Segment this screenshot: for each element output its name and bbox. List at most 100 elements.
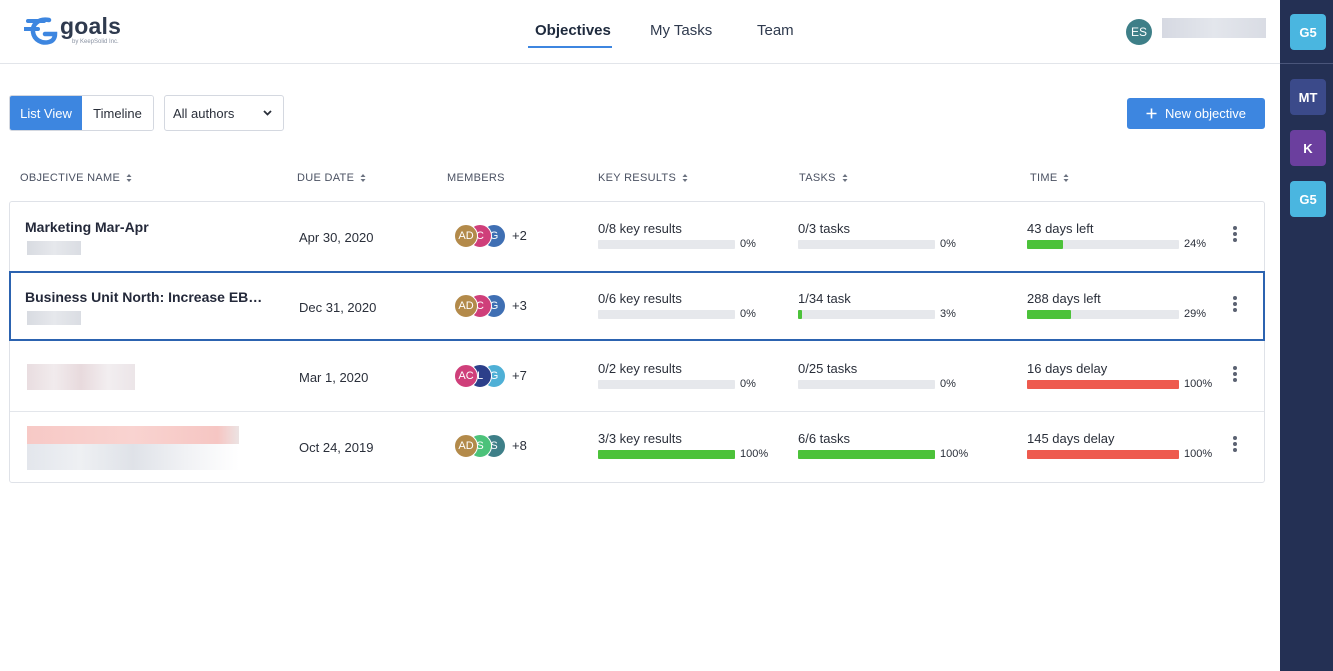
key-results-percent: 100% [740,448,769,460]
progress-track [598,450,735,459]
header-label: OBJECTIVE NAME [20,172,121,184]
workspace-k[interactable]: K [1290,130,1326,166]
member-avatar: AD [454,294,478,318]
header-due-date[interactable]: DUE DATE [297,172,366,184]
progress-track [1027,450,1179,459]
header-objective-name[interactable]: OBJECTIVE NAME [20,172,132,184]
workspace-mt[interactable]: MT [1290,79,1326,115]
more-options-icon[interactable] [1231,366,1239,386]
sort-icon [360,174,366,182]
timeline-button[interactable]: Timeline [82,96,153,130]
objective-meta-redacted [27,311,81,325]
user-avatar[interactable]: ES [1126,19,1152,45]
progress-track [598,380,735,389]
authors-filter-select[interactable]: All authors [164,95,284,131]
tasks-percent: 0% [940,238,956,250]
header-label: MEMBERS [447,172,505,184]
key-results-progress: 0/6 key results 0% [598,291,756,320]
table-row[interactable]: Oct 24, 2019 AD S S +8 3/3 key results 1… [10,412,1264,482]
time-percent: 29% [1184,308,1207,320]
progress-track [1027,240,1179,249]
progress-fill [1027,310,1072,319]
time-label: 288 days left [1027,291,1101,306]
header-time[interactable]: TIME [1030,172,1069,184]
header-members: MEMBERS [447,172,505,184]
tasks-percent: 100% [940,448,969,460]
progress-track [1027,310,1179,319]
workspace-g5[interactable]: G5 [1290,181,1326,217]
objective-name-redacted[interactable] [27,426,239,444]
key-results-percent: 0% [740,308,756,320]
members-more-count: +2 [512,228,527,243]
progress-fill [798,310,803,319]
app-logo[interactable]: goals by KeepSolid Inc. [24,13,134,50]
more-options-icon[interactable] [1231,296,1239,316]
key-results-percent: 0% [740,378,756,390]
progress-track [798,240,935,249]
header-key-results[interactable]: KEY RESULTS [598,172,688,184]
plus-icon [1146,108,1157,119]
workspace-g5-current[interactable]: G5 [1290,14,1326,50]
tab-my-tasks[interactable]: My Tasks [650,22,713,39]
time-label: 43 days left [1027,221,1094,236]
tab-team[interactable]: Team [757,22,794,39]
tasks-label: 0/3 tasks [798,221,851,236]
tasks-percent: 0% [940,378,956,390]
progress-track [598,240,735,249]
time-percent: 24% [1184,238,1207,250]
authors-filter-value: All authors [173,105,235,121]
tasks-label: 1/34 task [798,291,851,306]
more-options-icon[interactable] [1231,226,1239,246]
progress-track [1027,380,1179,389]
view-toggle: List View Timeline [9,95,154,131]
members-more-count: +8 [512,438,527,453]
tasks-percent: 3% [940,308,956,320]
workspace-sidebar: G5 MT K G5 [1280,0,1333,671]
progress-track [798,450,935,459]
member-avatars[interactable]: AD C G +3 [454,294,544,318]
header-label: KEY RESULTS [598,172,677,184]
member-avatars[interactable]: AD C G +2 [454,224,544,248]
new-objective-button[interactable]: New objective [1127,98,1265,129]
list-view-button[interactable]: List View [10,96,82,130]
tasks-label: 0/25 tasks [798,361,858,376]
new-objective-label: New objective [1165,106,1246,121]
active-tab-indicator [528,46,612,48]
key-results-label: 0/2 key results [598,361,682,376]
sort-icon [126,174,132,182]
header-label: DUE DATE [297,172,355,184]
due-date: Apr 30, 2020 [299,230,374,245]
sort-icon [842,174,848,182]
header-tasks[interactable]: TASKS [799,172,848,184]
member-avatars[interactable]: AC L G +7 [454,364,544,388]
objective-meta-redacted [27,241,81,255]
table-row-selected[interactable]: Business Unit North: Increase EBITDA Dec… [9,271,1265,341]
member-avatar: AC [454,364,478,388]
key-results-label: 0/8 key results [598,221,682,236]
tasks-progress: 0/3 tasks 0% [798,221,956,250]
table-row[interactable]: Marketing Mar-Apr Apr 30, 2020 AD C G +2… [10,202,1264,272]
table-row[interactable]: Mar 1, 2020 AC L G +7 0/2 key results 0%… [10,342,1264,412]
goals-logo-icon [24,17,58,45]
objective-name[interactable]: Business Unit North: Increase EBITDA [25,289,263,305]
time-progress: 43 days left 24% [1027,221,1206,250]
time-label: 16 days delay [1027,361,1108,376]
progress-track [798,380,935,389]
objective-name-redacted[interactable] [27,364,135,390]
member-avatars[interactable]: AD S S +8 [454,434,544,458]
time-progress: 145 days delay 100% [1027,431,1212,460]
objective-name[interactable]: Marketing Mar-Apr [25,219,149,235]
top-bar: goals by KeepSolid Inc. Objectives My Ta… [0,0,1280,64]
header-label: TASKS [799,172,836,184]
user-name-redacted[interactable] [1162,18,1266,38]
key-results-label: 0/6 key results [598,291,682,306]
tasks-label: 6/6 tasks [798,431,851,446]
key-results-progress: 0/2 key results 0% [598,361,756,390]
members-more-count: +3 [512,298,527,313]
tab-objectives[interactable]: Objectives [535,22,611,39]
member-avatar: AD [454,434,478,458]
logo-subtext: by KeepSolid Inc. [72,39,119,45]
key-results-progress: 0/8 key results 0% [598,221,756,250]
progress-fill [1027,450,1179,459]
more-options-icon[interactable] [1231,436,1239,456]
